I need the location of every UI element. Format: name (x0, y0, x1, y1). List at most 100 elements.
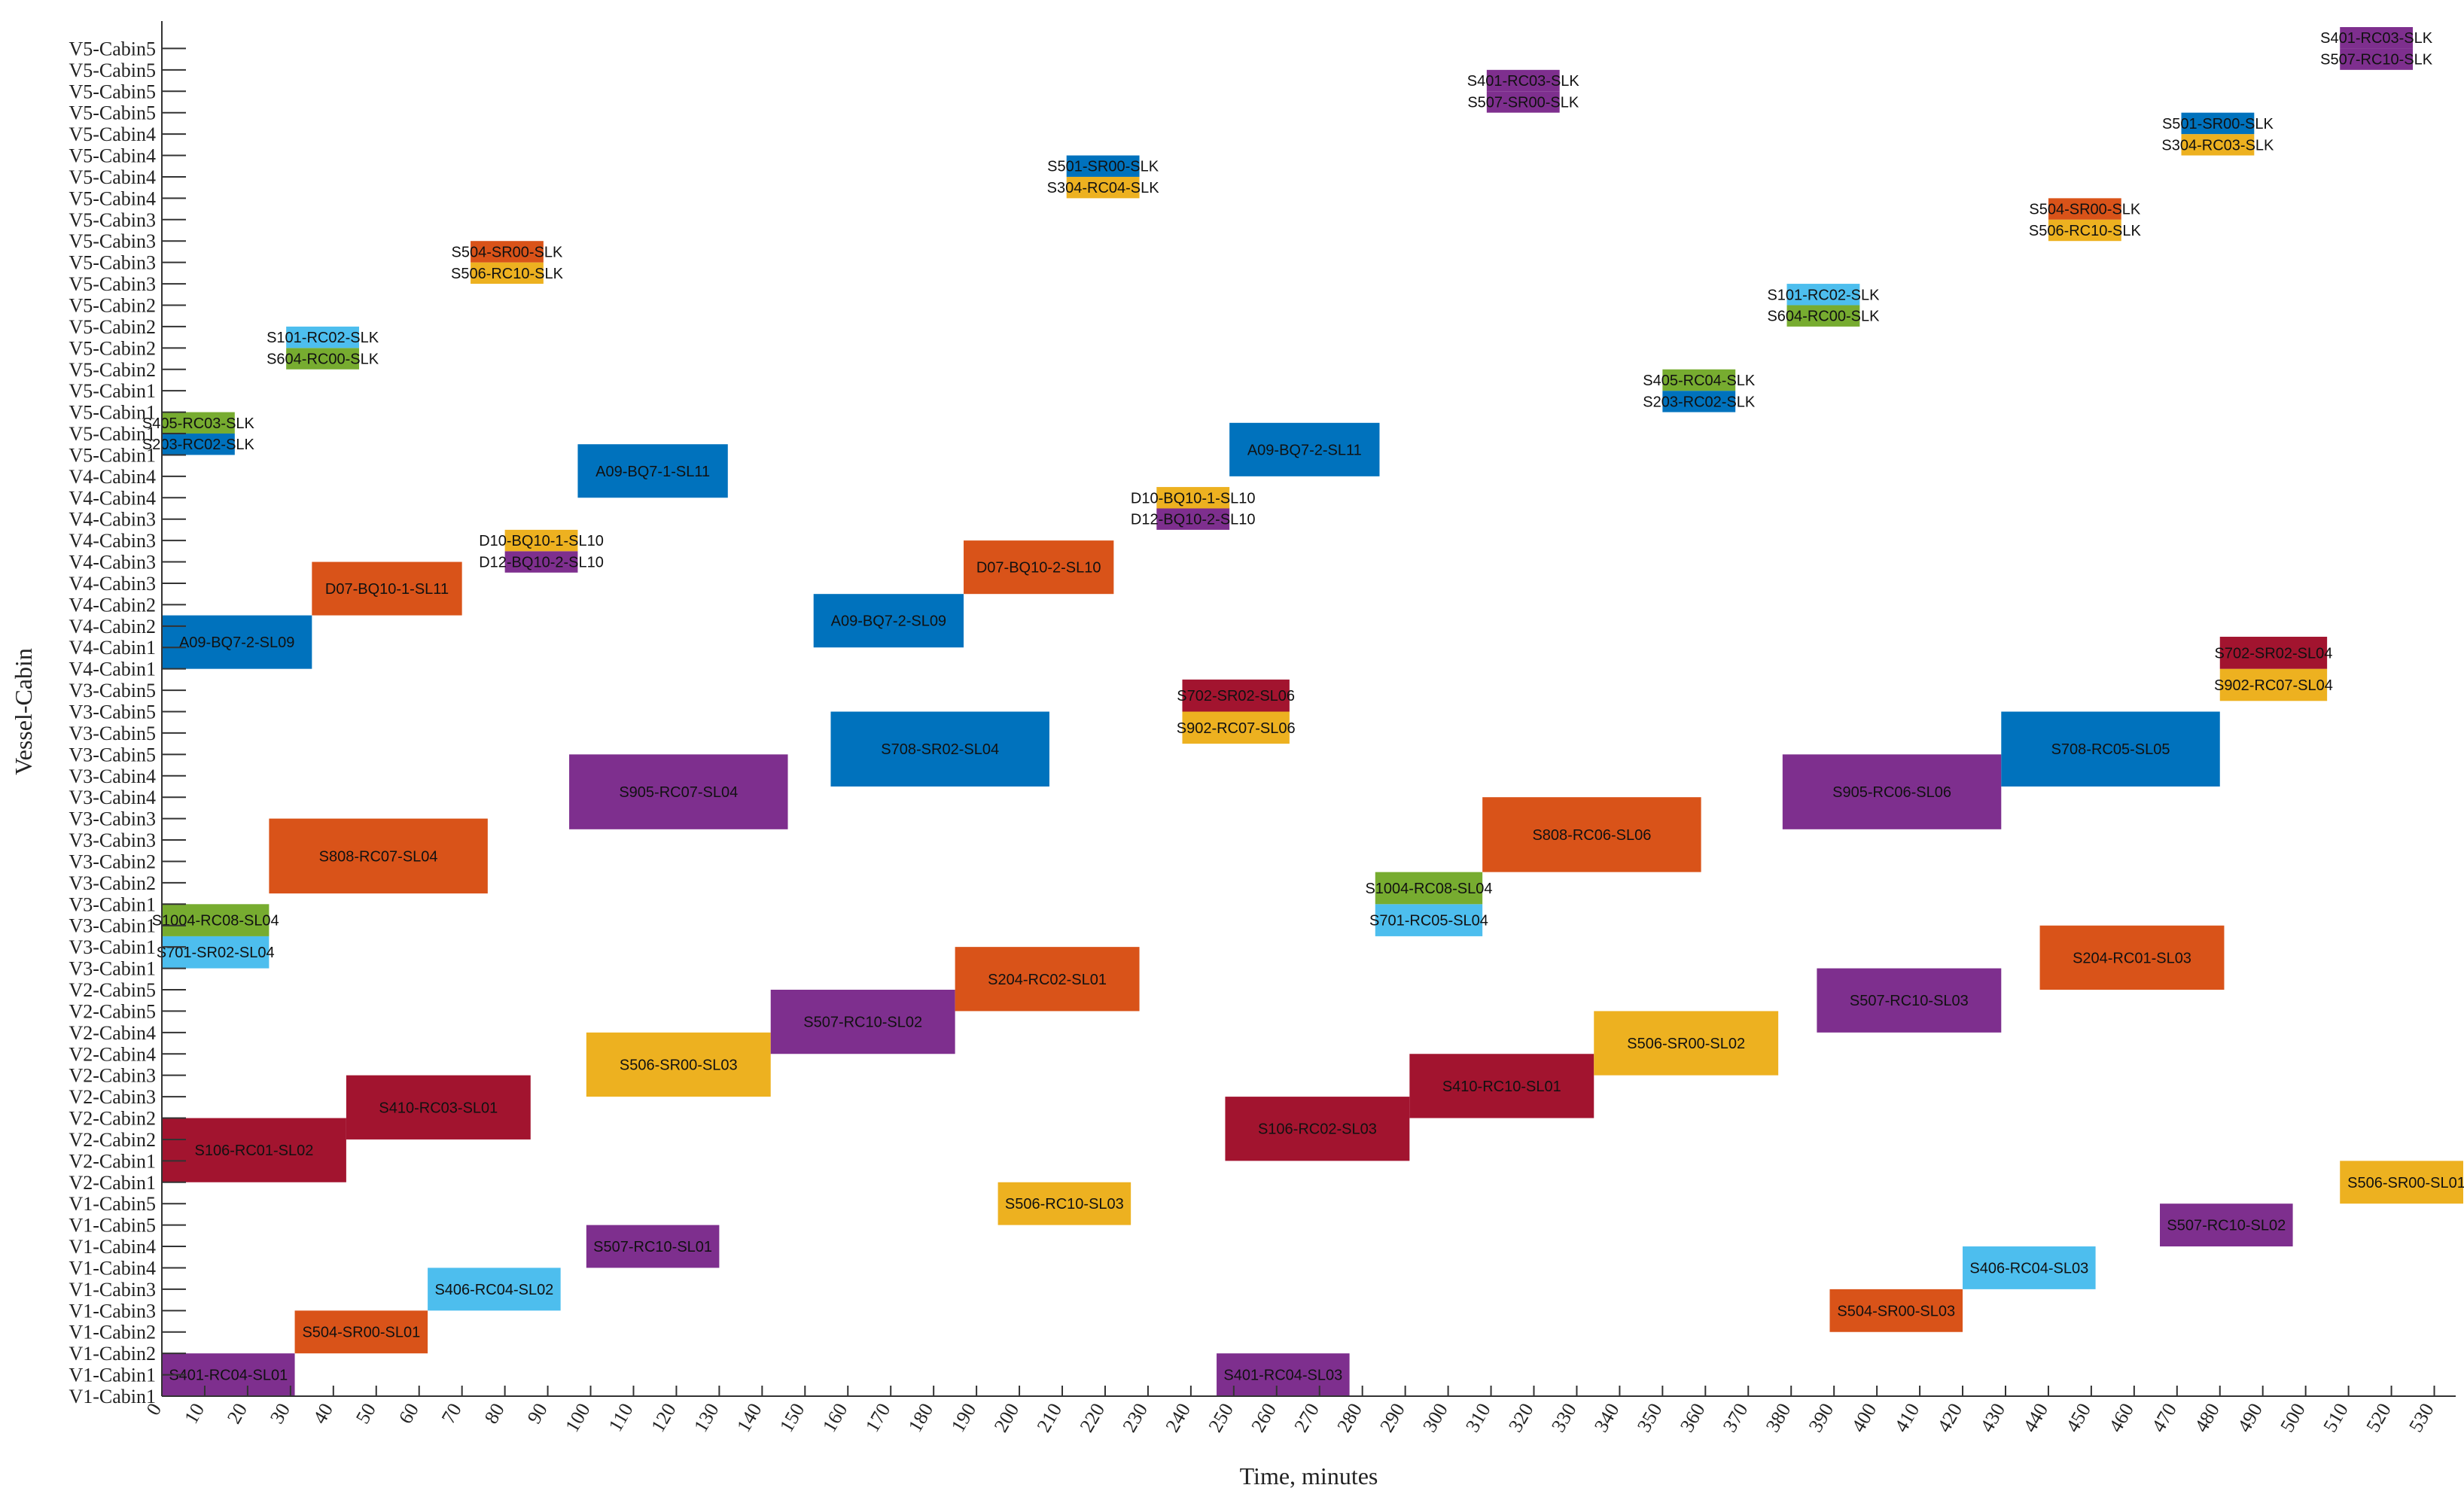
y-tick-label: V5-Cabin4 (69, 123, 156, 145)
x-tick-label: 480 (2190, 1400, 2224, 1436)
gantt-bar (1156, 508, 1230, 530)
x-tick-label: 450 (2061, 1400, 2095, 1436)
y-tick-label: V3-Cabin1 (69, 893, 156, 915)
bar-label: S405-RC04-SLK (1643, 373, 1756, 389)
gantt-bar (770, 989, 955, 1054)
y-tick-label: V2-Cabin2 (69, 1129, 156, 1151)
y-tick-label: V1-Cabin2 (69, 1343, 156, 1365)
y-tick-label: V5-Cabin1 (69, 444, 156, 466)
gantt-bar (2219, 668, 2328, 701)
y-tick-label: V3-Cabin1 (69, 936, 156, 958)
y-tick-label: V1-Cabin4 (69, 1236, 156, 1258)
gantt-bar (586, 1032, 771, 1097)
gantt-bar (1786, 305, 1860, 327)
x-tick-label: 380 (1762, 1400, 1795, 1436)
gantt-bar (1662, 369, 1736, 391)
x-tick-label: 50 (352, 1400, 380, 1428)
y-tick-label: V5-Cabin4 (69, 145, 156, 167)
bars-layer: S401-RC04-SL01 S504-SR00-SL01 S406-RC04-SL… (142, 27, 2464, 1396)
x-tick-label: 370 (1719, 1400, 1753, 1436)
y-tick-label: V4-Cabin2 (69, 616, 156, 637)
bar-label: S808-RC06-SL06 (1532, 827, 1651, 844)
y-tick-label: V2-Cabin1 (69, 1150, 156, 1172)
bar-label: S401-RC03-SLK (2320, 30, 2433, 47)
y-tick-label: V3-Cabin1 (69, 958, 156, 980)
y-tick-label: V4-Cabin4 (69, 466, 156, 488)
y-tick-label: V5-Cabin5 (69, 102, 156, 124)
gantt-bar (162, 904, 270, 936)
y-tick-label: V5-Cabin2 (69, 337, 156, 359)
bar-label: S204-RC01-SL03 (2073, 950, 2191, 966)
x-tick-label: 60 (394, 1400, 423, 1428)
y-tick-label: V1-Cabin3 (69, 1279, 156, 1301)
x-tick-label: 220 (1076, 1400, 1110, 1436)
x-tick-label: 510 (2319, 1400, 2353, 1436)
y-tick-label: V2-Cabin2 (69, 1108, 156, 1130)
gantt-bar (2160, 1203, 2293, 1247)
x-tick-label: 190 (947, 1400, 981, 1436)
y-tick-label: V5-Cabin2 (69, 316, 156, 338)
x-tick-label: 130 (690, 1400, 723, 1436)
y-tick-label: V4-Cabin1 (69, 659, 156, 680)
y-tick-label: V2-Cabin5 (69, 1000, 156, 1022)
gantt-bar (294, 1310, 428, 1354)
gantt-bar (428, 1267, 561, 1311)
gantt-bar (1482, 797, 1701, 872)
gantt-bar (286, 348, 359, 370)
y-tick-label: V5-Cabin1 (69, 380, 156, 402)
gantt-bar (162, 412, 235, 434)
x-tick-label: 530 (2405, 1400, 2438, 1436)
bar-label: S101-RC02-SLK (267, 330, 379, 346)
y-tick-label: V3-Cabin2 (69, 850, 156, 872)
y-tick-label: V3-Cabin1 (69, 915, 156, 937)
y-tick-label: V2-Cabin3 (69, 1086, 156, 1108)
gantt-bar (577, 444, 728, 498)
bar-label: S401-RC04-SL03 (1223, 1368, 1342, 1384)
bar-label: S506-SR00-SL03 (620, 1057, 738, 1073)
y-tick-label: V5-Cabin5 (69, 81, 156, 102)
gantt-bar (504, 529, 578, 552)
gantt-bar (312, 561, 462, 616)
x-tick-label: 260 (1247, 1400, 1281, 1436)
y-tick-label: V1-Cabin4 (69, 1257, 156, 1279)
y-tick-label: V4-Cabin3 (69, 509, 156, 531)
y-tick-label: V4-Cabin1 (69, 637, 156, 659)
gantt-bar (830, 711, 1049, 787)
x-tick-label: 110 (605, 1400, 638, 1435)
y-tick-label: V2-Cabin3 (69, 1065, 156, 1087)
x-tick-label: 70 (437, 1400, 466, 1428)
gantt-bar (162, 434, 235, 455)
gantt-bar (504, 551, 578, 573)
bar-label: S204-RC02-SL01 (988, 972, 1107, 988)
bar-label: S504-SR00-SLK (452, 244, 564, 260)
bar-label: S101-RC02-SLK (1767, 287, 1880, 303)
x-tick-label: 250 (1204, 1400, 1238, 1436)
x-tick-label: 440 (2019, 1400, 2053, 1436)
gantt-bar (162, 615, 312, 669)
y-tick-label: V5-Cabin2 (69, 294, 156, 316)
y-tick-label: V5-Cabin3 (69, 230, 156, 252)
x-tick-label: 470 (2147, 1400, 2181, 1436)
y-tick-label: V4-Cabin4 (69, 487, 156, 509)
gantt-bar (471, 262, 544, 285)
bar-label: S701-RC05-SL04 (1369, 913, 1488, 930)
bar-label: S304-RC04-SLK (1047, 180, 1160, 196)
bar-label: S410-RC10-SL01 (1442, 1079, 1561, 1095)
x-tick-label: 400 (1847, 1400, 1881, 1436)
bar-label: S501-SR00-SLK (1047, 159, 1159, 175)
bar-label: S106-RC02-SL03 (1258, 1121, 1377, 1138)
y-tick-label: V1-Cabin2 (69, 1322, 156, 1343)
y-tick-label: V1-Cabin5 (69, 1215, 156, 1237)
x-tick-label: 300 (1418, 1400, 1452, 1436)
bar-label: S506-RC10-SLK (451, 266, 564, 282)
bar-label: S507-RC10-SLK (2320, 52, 2433, 68)
y-tick-label: V5-Cabin5 (69, 59, 156, 81)
x-tick-label: 90 (523, 1400, 552, 1428)
x-tick-label: 20 (223, 1400, 251, 1428)
gantt-bar (997, 1182, 1131, 1225)
y-tick-label: V4-Cabin3 (69, 552, 156, 574)
gantt-bar (269, 818, 488, 894)
y-tick-label: V4-Cabin3 (69, 530, 156, 552)
bar-label: D12-BQ10-2-SL10 (479, 555, 604, 571)
